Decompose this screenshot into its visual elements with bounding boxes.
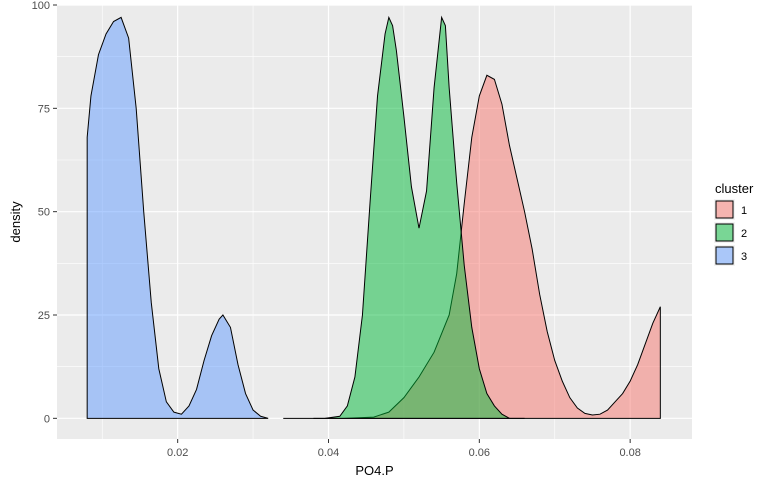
y-tick-label: 25: [38, 310, 50, 322]
x-tick-label: 0.02: [167, 447, 188, 459]
x-tick-label: 0.06: [469, 447, 490, 459]
density-areas: [86, 15, 661, 419]
legend-label-cluster-1: 1: [741, 205, 747, 217]
y-tick-label: 0: [44, 413, 50, 425]
x-tick-label: 0.04: [318, 447, 339, 459]
y-tick-label: 50: [38, 207, 50, 219]
y-axis: 0 25 50 75 100: [32, 0, 57, 425]
legend-swatch-cluster-2: [715, 223, 734, 242]
legend-swatch-cluster-3: [715, 246, 734, 265]
y-tick-label: 100: [32, 0, 50, 12]
legend: cluster 1 2 3: [714, 181, 754, 266]
legend-swatch-cluster-1: [715, 200, 734, 219]
x-axis-title: PO4.P: [355, 463, 393, 478]
legend-title: cluster: [715, 181, 754, 196]
density-area-cluster-3: [86, 16, 269, 419]
density-area-cluster-2: [283, 15, 525, 419]
y-tick-label: 75: [38, 103, 50, 115]
y-axis-title: density: [8, 201, 23, 243]
legend-label-cluster-3: 3: [741, 251, 747, 263]
legend-label-cluster-2: 2: [741, 228, 747, 240]
x-tick-label: 0.08: [619, 447, 640, 459]
x-axis: 0.02 0.04 0.06 0.08: [167, 439, 641, 459]
